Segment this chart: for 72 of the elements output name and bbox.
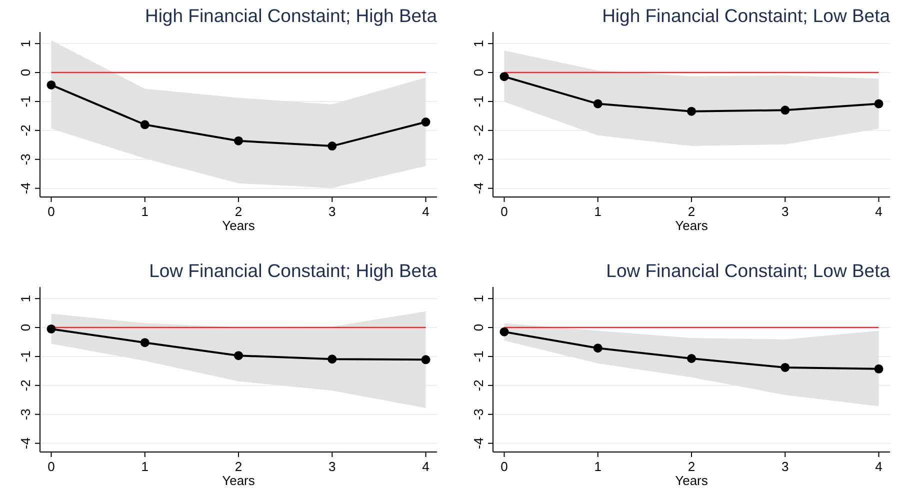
y-tick-label: -3 <box>18 154 33 166</box>
y-tick-label: -3 <box>471 154 486 166</box>
x-axis-title: Years <box>675 218 708 233</box>
x-tick-label: 1 <box>141 459 148 474</box>
point <box>780 106 790 115</box>
point <box>421 355 430 364</box>
x-tick-label: 0 <box>48 204 55 219</box>
y-tick-label: -2 <box>471 124 486 136</box>
y-tick-label: -1 <box>471 350 486 362</box>
y-tick-label: -4 <box>471 438 486 450</box>
point <box>140 338 150 348</box>
point <box>140 120 150 130</box>
x-tick-label: 2 <box>234 459 242 474</box>
x-tick-label: 0 <box>48 459 55 474</box>
point <box>421 118 430 127</box>
y-tick-label: -2 <box>18 380 33 392</box>
point <box>874 364 884 374</box>
point <box>500 72 509 82</box>
y-tick-label: -4 <box>18 182 33 194</box>
y-tick-label: -1 <box>18 96 33 108</box>
point <box>687 354 696 363</box>
x-tick-label: 4 <box>875 459 882 474</box>
point <box>46 80 56 90</box>
x-tick-label: 2 <box>688 459 696 474</box>
y-tick-label: -3 <box>18 408 33 420</box>
x-tick-label: 2 <box>688 204 696 219</box>
x-tick-label: 4 <box>422 204 430 219</box>
x-tick-label: 1 <box>141 204 148 219</box>
x-tick-label: 3 <box>782 459 789 474</box>
y-tick-label: -1 <box>471 96 486 108</box>
x-tick-label: 1 <box>594 459 602 474</box>
point <box>874 99 884 108</box>
y-tick-label: -4 <box>471 182 486 194</box>
x-axis-title: Years <box>222 473 256 488</box>
chart-title: Low Financial Constaint; Low Beta <box>606 260 891 281</box>
chart-title: Low Financial Constaint; High Beta <box>149 260 438 281</box>
x-axis-title: Years <box>675 473 708 488</box>
x-tick-label: 4 <box>875 204 882 219</box>
x-tick-label: 1 <box>594 204 602 219</box>
point <box>780 362 790 372</box>
y-tick-label: 0 <box>471 324 486 332</box>
y-tick-label: -4 <box>18 438 33 450</box>
point <box>328 354 337 364</box>
x-tick-label: 0 <box>500 459 508 474</box>
chart-title: High Financial Constaint; Low Beta <box>602 5 891 26</box>
y-tick-label: -2 <box>18 124 33 136</box>
point <box>234 136 243 146</box>
y-tick-label: 1 <box>471 40 486 48</box>
x-tick-label: 0 <box>500 204 508 219</box>
y-tick-label: -2 <box>471 380 486 392</box>
y-tick-label: 1 <box>471 294 486 302</box>
y-tick-label: 0 <box>18 68 33 76</box>
point <box>234 351 243 360</box>
x-tick-label: 3 <box>328 459 336 474</box>
point <box>500 327 509 336</box>
x-tick-label: 3 <box>328 204 336 219</box>
point <box>687 106 696 116</box>
point <box>46 324 56 334</box>
y-tick-label: -1 <box>18 350 33 362</box>
point <box>593 99 602 108</box>
chart-title: High Financial Constaint; High Beta <box>144 5 438 26</box>
y-tick-label: 0 <box>18 324 33 332</box>
point <box>328 142 337 151</box>
y-tick-label: 1 <box>18 294 33 302</box>
x-tick-label: 4 <box>422 459 430 474</box>
x-tick-label: 2 <box>234 204 242 219</box>
point <box>593 344 602 353</box>
x-tick-label: 3 <box>782 204 789 219</box>
y-tick-label: 1 <box>18 40 33 48</box>
x-axis-title: Years <box>222 218 256 233</box>
y-tick-label: 0 <box>471 68 486 76</box>
y-tick-label: -3 <box>471 408 486 420</box>
